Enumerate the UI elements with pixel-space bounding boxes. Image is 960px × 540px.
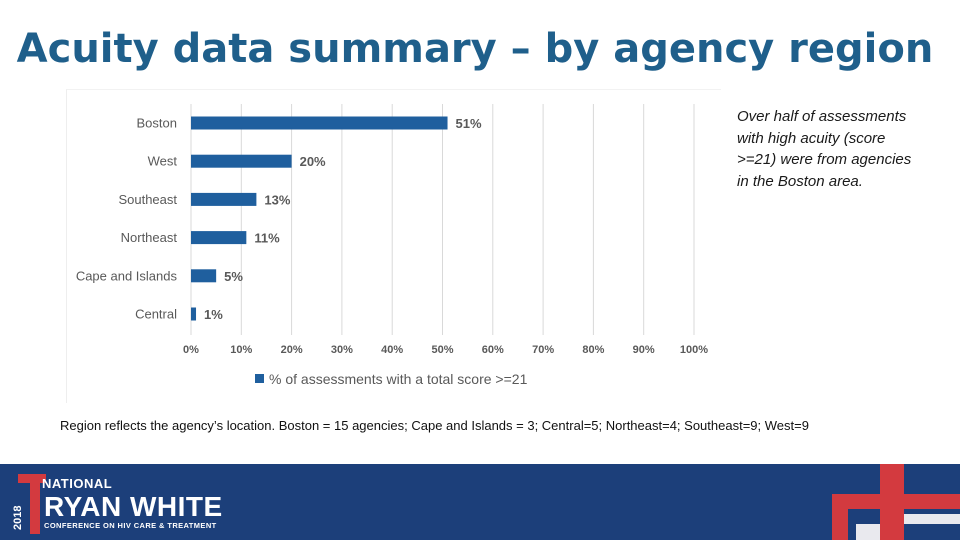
data-label: 1% — [204, 307, 223, 322]
data-label: 5% — [224, 269, 243, 284]
x-tick-label: 10% — [230, 344, 252, 356]
category-label: Boston — [137, 116, 177, 131]
banner-subtitle: CONFERENCE ON HIV CARE & TREATMENT — [44, 521, 217, 530]
data-label: 11% — [254, 231, 280, 246]
logo-cross-icon — [30, 474, 40, 534]
footnote: Region reflects the agency’s location. B… — [60, 418, 809, 433]
conference-banner: 2018 NATIONAL RYAN WHITE CONFERENCE ON H… — [0, 464, 960, 540]
bar — [191, 307, 197, 321]
x-tick-label: 60% — [482, 344, 504, 356]
bar-chart: 0% 10% 20% 30% 40% 50% 60% 70% 80% 90% 100% Boston 5… — [66, 89, 721, 403]
x-tick-label: 90% — [633, 344, 655, 356]
x-tick-label: 30% — [331, 344, 353, 356]
category-label: West — [148, 154, 178, 169]
x-tick-label: 40% — [381, 344, 403, 356]
legend-label: % of assessments with a total score >=21 — [269, 371, 528, 387]
decor-red-block — [880, 464, 904, 540]
bar — [191, 269, 217, 283]
x-tick-label: 100% — [680, 344, 708, 356]
decor-white-block — [904, 514, 960, 524]
banner-name: RYAN WHITE — [44, 491, 223, 522]
banner-year: 2018 — [12, 505, 24, 530]
x-tick-label: 80% — [582, 344, 604, 356]
callout-text: Over half of assessments with high acuit… — [737, 108, 912, 190]
category-label: Southeast — [118, 192, 177, 207]
chart-svg: 0% 10% 20% 30% 40% 50% 60% 70% 80% 90% 100% Boston 5… — [76, 104, 708, 387]
legend-swatch — [255, 374, 264, 383]
category-label: Central — [135, 307, 177, 322]
data-label: 51% — [456, 116, 482, 131]
slide-title: Acuity data summary – by agency region — [16, 26, 934, 72]
x-tick-label: 0% — [183, 344, 199, 356]
decor-red-block — [832, 494, 848, 540]
banner-national: NATIONAL — [42, 476, 113, 491]
bar — [191, 192, 257, 206]
decor-white-block — [856, 524, 880, 540]
x-tick-label: 20% — [281, 344, 303, 356]
bar — [191, 154, 292, 168]
x-tick-label: 70% — [532, 344, 554, 356]
category-label: Cape and Islands — [76, 268, 178, 283]
category-label: Northeast — [121, 230, 178, 245]
x-tick-label: 50% — [431, 344, 453, 356]
data-label: 20% — [300, 154, 326, 169]
logo-cross-bar — [18, 474, 46, 483]
bar — [191, 231, 247, 245]
bar — [191, 116, 448, 130]
data-label: 13% — [264, 192, 290, 207]
